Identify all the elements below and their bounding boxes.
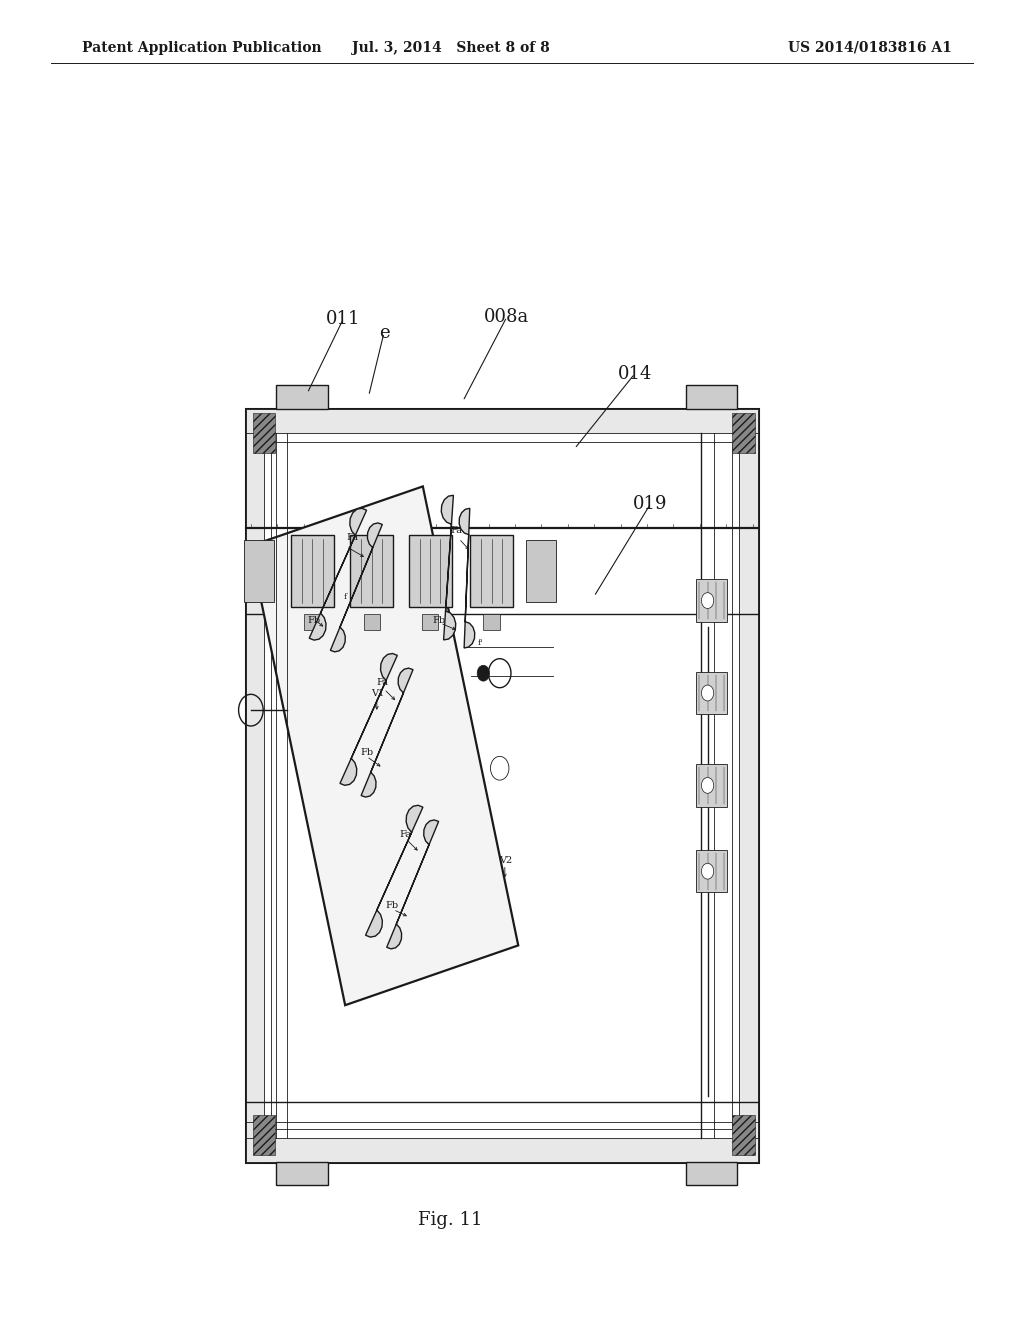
Polygon shape: [246, 409, 758, 433]
Polygon shape: [686, 385, 737, 409]
Circle shape: [701, 685, 714, 701]
Polygon shape: [309, 508, 367, 640]
Text: Fb: Fb: [360, 748, 374, 756]
Polygon shape: [350, 535, 393, 607]
Polygon shape: [739, 409, 758, 1162]
Polygon shape: [253, 1115, 275, 1155]
Polygon shape: [696, 672, 727, 714]
Circle shape: [701, 593, 714, 609]
Polygon shape: [387, 820, 438, 949]
Polygon shape: [250, 486, 518, 1006]
Circle shape: [477, 665, 489, 681]
Polygon shape: [470, 535, 513, 607]
Circle shape: [701, 863, 714, 879]
Text: f: f: [484, 672, 487, 680]
Polygon shape: [366, 805, 423, 937]
Polygon shape: [483, 614, 500, 630]
Polygon shape: [340, 653, 397, 785]
Text: f': f': [478, 639, 483, 647]
Text: Fb: Fb: [432, 616, 445, 624]
Circle shape: [701, 777, 714, 793]
Polygon shape: [525, 540, 556, 602]
Polygon shape: [422, 614, 438, 630]
Text: 011: 011: [326, 310, 360, 329]
Text: Fa: Fa: [399, 830, 412, 838]
Text: Fa: Fa: [451, 527, 463, 535]
Polygon shape: [253, 413, 275, 453]
Polygon shape: [459, 508, 475, 648]
Text: Jul. 3, 2014   Sheet 8 of 8: Jul. 3, 2014 Sheet 8 of 8: [351, 41, 550, 54]
Polygon shape: [696, 764, 727, 807]
Polygon shape: [732, 1115, 755, 1155]
Text: Fb: Fb: [385, 902, 398, 909]
Text: US 2014/0183816 A1: US 2014/0183816 A1: [788, 41, 952, 54]
Polygon shape: [276, 1162, 328, 1185]
Polygon shape: [361, 668, 413, 797]
Text: Fa: Fa: [346, 533, 358, 541]
Text: V2: V2: [499, 857, 512, 865]
Polygon shape: [732, 413, 755, 453]
Polygon shape: [409, 535, 452, 607]
Polygon shape: [696, 850, 727, 892]
Polygon shape: [244, 540, 274, 602]
Polygon shape: [331, 523, 382, 652]
Text: V1: V1: [371, 689, 384, 697]
Text: Fb: Fb: [307, 616, 321, 624]
Text: Fa: Fa: [377, 678, 389, 686]
Text: Fig. 11: Fig. 11: [419, 1210, 482, 1229]
Text: 019: 019: [633, 495, 668, 513]
Polygon shape: [276, 385, 328, 409]
Text: e: e: [379, 323, 389, 342]
Text: Patent Application Publication: Patent Application Publication: [82, 41, 322, 54]
Polygon shape: [246, 409, 264, 1162]
Text: 008a: 008a: [484, 308, 529, 326]
Text: f: f: [343, 593, 347, 601]
Polygon shape: [696, 579, 727, 622]
Polygon shape: [686, 1162, 737, 1185]
Polygon shape: [246, 1138, 758, 1162]
Polygon shape: [291, 535, 334, 607]
Polygon shape: [364, 614, 380, 630]
Polygon shape: [304, 614, 321, 630]
Polygon shape: [441, 495, 456, 640]
Text: 014: 014: [617, 364, 652, 383]
